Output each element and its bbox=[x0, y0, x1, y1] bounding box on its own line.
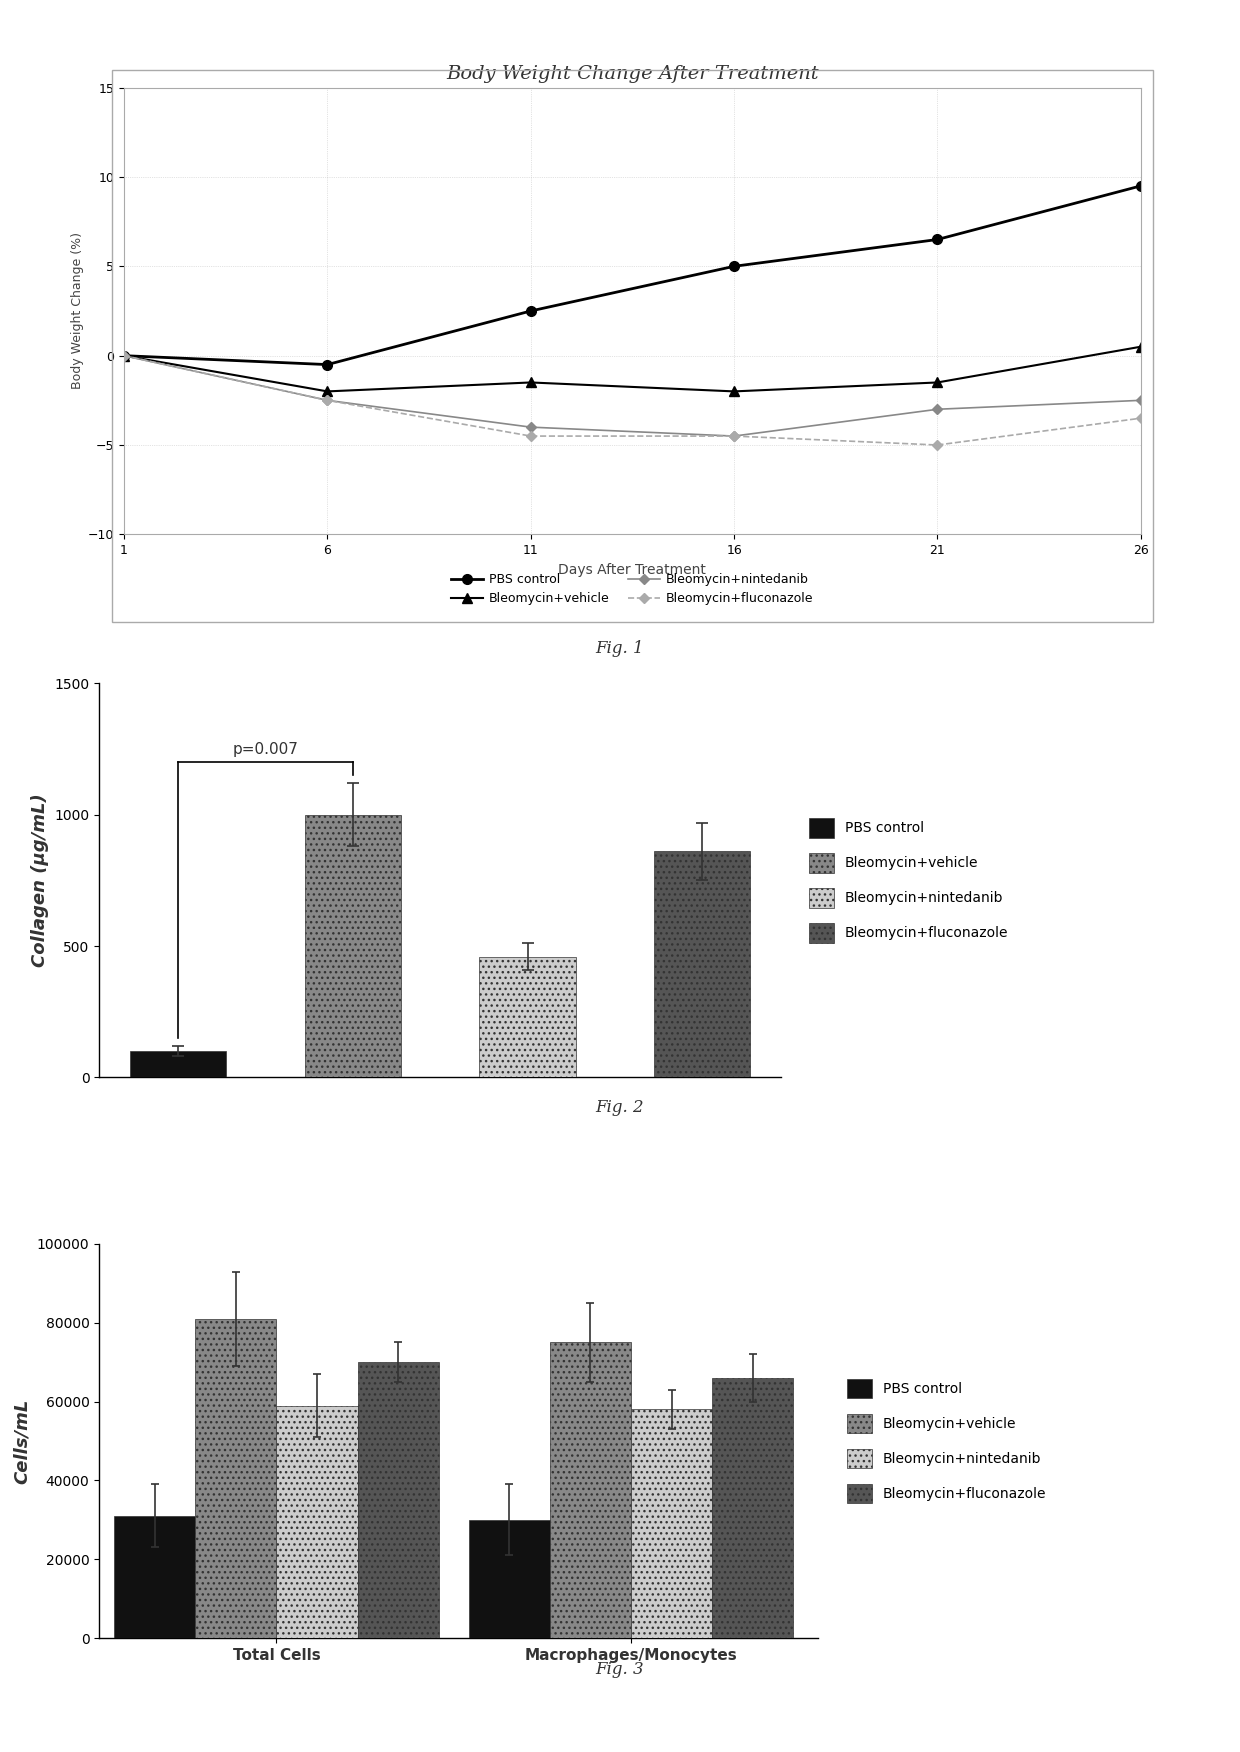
Bar bbox=[469, 1519, 551, 1638]
PBS control bbox=[930, 230, 945, 251]
X-axis label: Days After Treatment: Days After Treatment bbox=[558, 562, 707, 576]
Y-axis label: Collagen (μg/mL): Collagen (μg/mL) bbox=[31, 794, 48, 967]
Bleomycin+nintedanib bbox=[320, 391, 335, 412]
Bar bbox=[655, 851, 750, 1077]
Bleomycin+nintedanib bbox=[523, 417, 538, 438]
Bleomycin+vehicle bbox=[727, 380, 742, 401]
Line: Bleomycin+fluconazole: Bleomycin+fluconazole bbox=[120, 352, 1145, 449]
Bar bbox=[305, 815, 401, 1077]
PBS control bbox=[1133, 175, 1148, 196]
Line: PBS control: PBS control bbox=[119, 180, 1146, 370]
Legend: PBS control, Bleomycin+vehicle, Bleomycin+nintedanib, Bleomycin+fluconazole: PBS control, Bleomycin+vehicle, Bleomyci… bbox=[802, 811, 1016, 950]
Bleomycin+vehicle bbox=[1133, 336, 1148, 357]
Bar bbox=[357, 1363, 439, 1638]
PBS control bbox=[523, 301, 538, 322]
Line: Bleomycin+nintedanib: Bleomycin+nintedanib bbox=[120, 352, 1145, 440]
Bar bbox=[130, 1051, 226, 1077]
Bleomycin+vehicle bbox=[320, 380, 335, 401]
Text: Fig. 3: Fig. 3 bbox=[595, 1661, 645, 1678]
Bar bbox=[480, 957, 575, 1077]
Text: p=0.007: p=0.007 bbox=[233, 741, 299, 757]
Line: Bleomycin+vehicle: Bleomycin+vehicle bbox=[119, 342, 1146, 396]
Bleomycin+fluconazole bbox=[1133, 408, 1148, 429]
Bleomycin+fluconazole bbox=[320, 391, 335, 412]
Bar bbox=[712, 1377, 794, 1638]
Bleomycin+vehicle bbox=[930, 371, 945, 392]
Bleomycin+nintedanib bbox=[1133, 391, 1148, 412]
Bar bbox=[114, 1515, 196, 1638]
Bleomycin+fluconazole bbox=[727, 426, 742, 447]
Bleomycin+fluconazole bbox=[930, 434, 945, 456]
Bleomycin+vehicle bbox=[523, 371, 538, 392]
PBS control bbox=[117, 345, 131, 366]
Y-axis label: Body Weight Change (%): Body Weight Change (%) bbox=[71, 233, 84, 389]
PBS control bbox=[320, 354, 335, 375]
Bleomycin+nintedanib bbox=[117, 345, 131, 366]
Legend: PBS control, Bleomycin+vehicle, Bleomycin+nintedanib, Bleomycin+fluconazole: PBS control, Bleomycin+vehicle, Bleomyci… bbox=[446, 568, 818, 610]
Text: Fig. 2: Fig. 2 bbox=[595, 1099, 645, 1116]
Bleomycin+vehicle bbox=[117, 345, 131, 366]
Bar bbox=[196, 1319, 277, 1638]
Bleomycin+fluconazole bbox=[523, 426, 538, 447]
Legend: PBS control, Bleomycin+vehicle, Bleomycin+nintedanib, Bleomycin+fluconazole: PBS control, Bleomycin+vehicle, Bleomyci… bbox=[839, 1372, 1053, 1510]
Text: Fig. 1: Fig. 1 bbox=[595, 639, 645, 657]
Bleomycin+nintedanib bbox=[727, 426, 742, 447]
PBS control bbox=[727, 256, 742, 277]
Title: Body Weight Change After Treatment: Body Weight Change After Treatment bbox=[446, 65, 818, 84]
Y-axis label: Cells/mL: Cells/mL bbox=[14, 1398, 31, 1484]
Bar bbox=[551, 1342, 631, 1638]
Bar bbox=[277, 1405, 357, 1638]
Bleomycin+fluconazole bbox=[117, 345, 131, 366]
Bar bbox=[631, 1409, 712, 1638]
Bleomycin+nintedanib bbox=[930, 399, 945, 420]
